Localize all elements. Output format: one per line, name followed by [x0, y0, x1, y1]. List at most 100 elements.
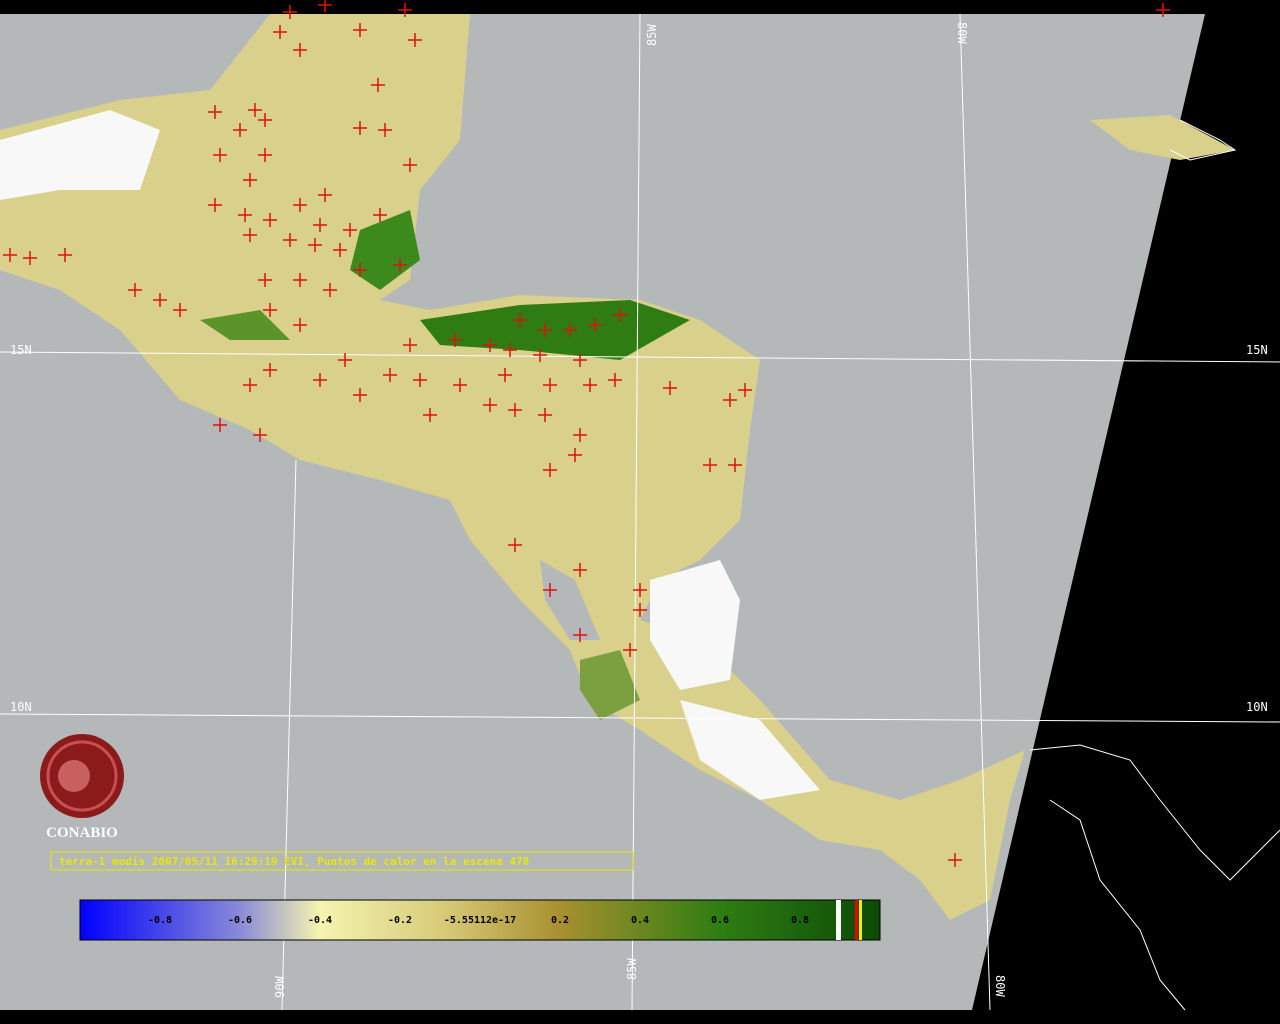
- hotspot: [213, 418, 227, 432]
- hotspot: [353, 388, 367, 402]
- colorbar-label: 0.4: [631, 915, 649, 926]
- hotspot: [293, 43, 307, 57]
- hotspot: [738, 383, 752, 397]
- hotspot: [538, 408, 552, 422]
- hotspot: [573, 628, 587, 642]
- hotspot: [413, 373, 427, 387]
- grid-label: 15N: [1246, 343, 1268, 357]
- colorbar-label: 0.8: [791, 915, 809, 926]
- logo-text: CONABIO: [46, 825, 118, 841]
- colorbar-label: -5.55112e-17: [444, 915, 516, 926]
- hotspot: [208, 105, 222, 119]
- hotspot: [243, 173, 257, 187]
- hotspot: [343, 223, 357, 237]
- hotspot: [353, 121, 367, 135]
- logo: [40, 734, 124, 818]
- hotspot: [543, 583, 557, 597]
- hotspot: [313, 373, 327, 387]
- hotspot: [308, 238, 322, 252]
- colorbar-label: 0.6: [711, 915, 729, 926]
- hotspot: [543, 378, 557, 392]
- hotspot: [23, 251, 37, 265]
- hotspot: [608, 373, 622, 387]
- coastline: [1029, 119, 1280, 1011]
- grid-label: 15N: [10, 343, 32, 357]
- hotspot: [153, 293, 167, 307]
- colorbar-label: -0.4: [308, 915, 332, 926]
- colorbar-label: -0.6: [228, 915, 252, 926]
- hotspot: [1156, 3, 1170, 17]
- hotspot: [293, 318, 307, 332]
- grid-line: [0, 351, 1280, 363]
- hotspot: [263, 303, 277, 317]
- hotspot: [323, 283, 337, 297]
- hotspot: [353, 23, 367, 37]
- caption-box: [50, 851, 634, 871]
- hotspot: [498, 368, 512, 382]
- hotspot: [408, 33, 422, 47]
- hotspot: [258, 113, 272, 127]
- hotspot: [538, 323, 552, 337]
- grid-label: 85W: [625, 958, 639, 980]
- grid-line: [631, 13, 641, 1011]
- hotspot: [208, 198, 222, 212]
- hotspot: [258, 148, 272, 162]
- hotspot: [423, 408, 437, 422]
- hotspot: [568, 448, 582, 462]
- hotspot: [383, 368, 397, 382]
- hotspot: [503, 343, 517, 357]
- colorbar-label: -0.2: [388, 915, 412, 926]
- colorbar-swatch: [836, 900, 841, 940]
- hotspot: [233, 123, 247, 137]
- hotspot: [508, 538, 522, 552]
- hotspot: [583, 378, 597, 392]
- hotspot: [213, 148, 227, 162]
- hotspot: [258, 273, 272, 287]
- hotspot: [128, 283, 142, 297]
- hotspot: [573, 428, 587, 442]
- hotspot: [318, 0, 332, 12]
- grid-label: 80W: [955, 22, 969, 44]
- grid-label: 10N: [10, 700, 32, 714]
- hotspot: [398, 3, 412, 17]
- hotspot: [248, 103, 262, 117]
- hotspot: [283, 5, 297, 19]
- hotspot: [453, 378, 467, 392]
- hotspot: [513, 313, 527, 327]
- colorbar-label: -0.8: [148, 915, 172, 926]
- hotspot: [173, 303, 187, 317]
- hotspot: [948, 853, 962, 867]
- colorbar-swatch: [855, 900, 858, 940]
- hotspot: [263, 363, 277, 377]
- hotspot: [613, 308, 627, 322]
- hotspot: [448, 333, 462, 347]
- hotspot: [293, 198, 307, 212]
- hotspot: [338, 353, 352, 367]
- hotspot: [703, 458, 717, 472]
- hotspot: [573, 563, 587, 577]
- hotspot: [483, 338, 497, 352]
- hotspot: [313, 218, 327, 232]
- grid-label: 90W: [273, 976, 287, 998]
- hotspot: [543, 463, 557, 477]
- hotspot: [623, 643, 637, 657]
- hotspot: [573, 353, 587, 367]
- colorbar-swatch: [859, 900, 862, 940]
- hotspot: [58, 248, 72, 262]
- hotspot: [403, 158, 417, 172]
- hotspot: [253, 428, 267, 442]
- hotspot: [243, 378, 257, 392]
- hotspot: [353, 263, 367, 277]
- hotspot: [633, 583, 647, 597]
- hotspot: [318, 188, 332, 202]
- hotspot: [723, 393, 737, 407]
- hotspot: [563, 323, 577, 337]
- hotspot: [373, 208, 387, 222]
- hotspot: [393, 258, 407, 272]
- hotspot: [333, 243, 347, 257]
- hotspot: [3, 248, 17, 262]
- hotspot: [483, 398, 497, 412]
- grid-label: 80W: [993, 975, 1007, 997]
- colorbar: [79, 899, 881, 941]
